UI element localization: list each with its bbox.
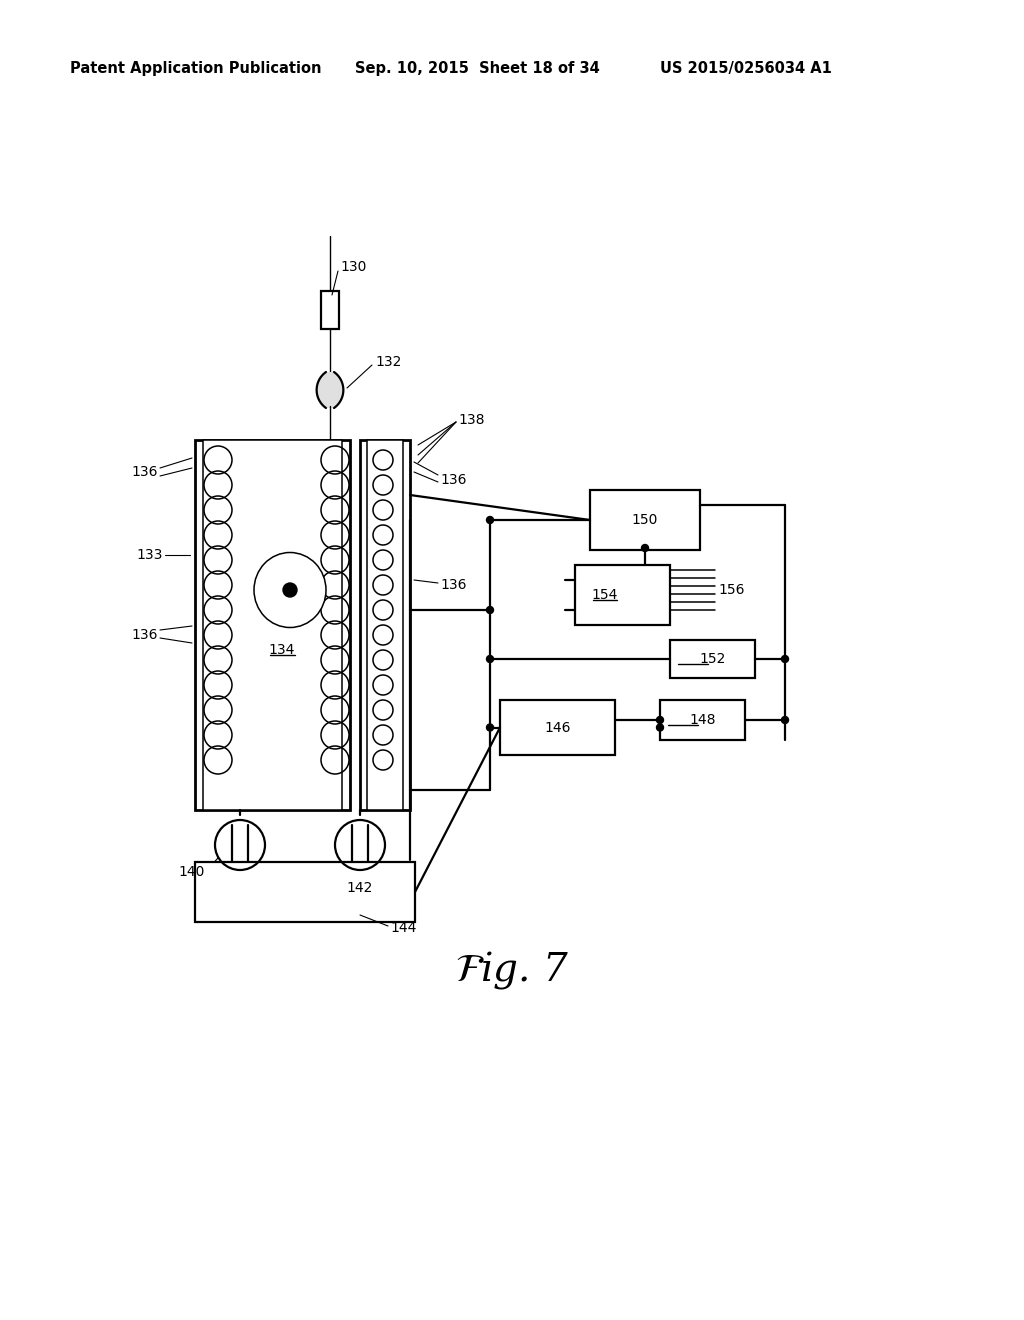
Text: 136: 136 xyxy=(440,578,467,591)
Text: 134: 134 xyxy=(269,643,295,657)
Text: 133: 133 xyxy=(136,548,163,562)
Text: US 2015/0256034 A1: US 2015/0256034 A1 xyxy=(660,61,831,75)
Text: 132: 132 xyxy=(375,355,401,370)
Bar xyxy=(195,862,415,921)
Text: 156: 156 xyxy=(718,583,744,597)
Text: 148: 148 xyxy=(689,713,716,727)
Text: $\mathcal{F}$ig. 7: $\mathcal{F}$ig. 7 xyxy=(455,949,569,991)
Circle shape xyxy=(486,516,494,524)
Text: 140: 140 xyxy=(178,865,205,879)
Bar xyxy=(590,490,700,550)
Text: 150: 150 xyxy=(632,513,658,527)
Bar xyxy=(195,440,350,810)
Text: 136: 136 xyxy=(131,628,158,642)
Bar xyxy=(670,640,755,678)
Text: Sep. 10, 2015  Sheet 18 of 34: Sep. 10, 2015 Sheet 18 of 34 xyxy=(355,61,600,75)
Ellipse shape xyxy=(254,553,326,627)
Bar xyxy=(575,565,670,624)
Bar xyxy=(660,700,745,741)
Bar xyxy=(367,440,403,810)
Circle shape xyxy=(781,656,788,663)
PathPatch shape xyxy=(316,372,343,408)
Circle shape xyxy=(486,723,494,731)
Text: 138: 138 xyxy=(458,413,484,426)
Circle shape xyxy=(486,656,494,663)
Circle shape xyxy=(283,583,297,597)
Text: 136: 136 xyxy=(131,465,158,479)
Text: 142: 142 xyxy=(347,880,373,895)
Bar xyxy=(360,440,410,810)
Bar xyxy=(203,440,342,810)
Circle shape xyxy=(641,544,648,552)
Text: 144: 144 xyxy=(390,921,417,935)
Circle shape xyxy=(656,717,664,723)
Circle shape xyxy=(486,606,494,614)
Bar xyxy=(500,700,615,755)
Text: 146: 146 xyxy=(544,721,570,734)
Text: 152: 152 xyxy=(699,652,726,667)
Text: 136: 136 xyxy=(440,473,467,487)
Bar xyxy=(321,290,339,329)
Circle shape xyxy=(656,723,664,731)
Text: 130: 130 xyxy=(340,260,367,275)
Text: 154: 154 xyxy=(592,587,618,602)
Circle shape xyxy=(781,717,788,723)
Text: Patent Application Publication: Patent Application Publication xyxy=(70,61,322,75)
